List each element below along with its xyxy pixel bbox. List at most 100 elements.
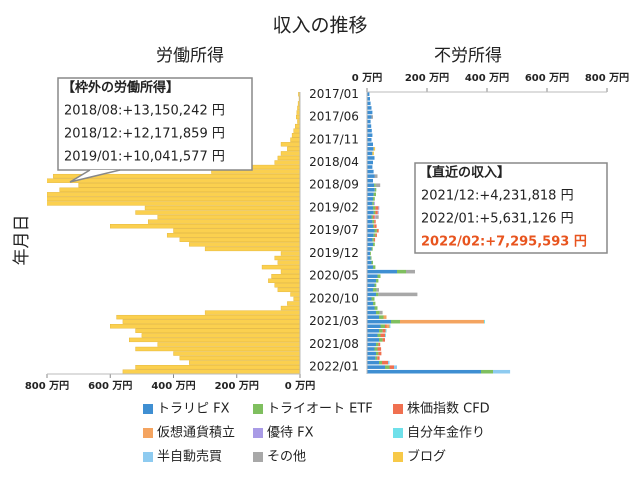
income-bar bbox=[377, 210, 379, 215]
income-bar bbox=[375, 215, 379, 219]
y-tick-label: 2017/06 bbox=[309, 110, 359, 124]
legend-label: 株価指数 CFD bbox=[407, 402, 490, 417]
labor-bar bbox=[287, 301, 300, 306]
income-bar bbox=[367, 169, 374, 174]
legend-label: ブログ bbox=[407, 449, 446, 465]
income-bar bbox=[367, 278, 376, 283]
income-bar bbox=[376, 278, 379, 283]
legend-label: 仮想通貨積立 bbox=[157, 425, 235, 441]
income-bar bbox=[367, 219, 373, 224]
income-bar bbox=[367, 224, 373, 228]
income-bar bbox=[391, 319, 400, 324]
labor-bar bbox=[157, 214, 300, 220]
income-bar bbox=[367, 351, 376, 356]
income-bar bbox=[372, 238, 374, 242]
y-tick-label: 2021/08 bbox=[309, 337, 359, 351]
labor-bar bbox=[116, 314, 300, 320]
income-bar bbox=[375, 206, 379, 210]
annotation-title: 【枠外の労働所得】 bbox=[62, 80, 179, 96]
labor-bar bbox=[122, 319, 300, 324]
labor-bar bbox=[277, 260, 300, 265]
income-bar bbox=[367, 160, 373, 165]
income-bar bbox=[367, 137, 372, 142]
income-bar bbox=[367, 188, 375, 192]
y-tick-label: 2020/10 bbox=[309, 291, 359, 305]
labor-bar bbox=[59, 187, 300, 192]
income-bar bbox=[374, 188, 377, 192]
income-bar bbox=[484, 319, 485, 324]
labor-bar bbox=[173, 228, 300, 233]
income-bar bbox=[373, 210, 376, 215]
income-bar bbox=[371, 115, 373, 119]
annotation-line: 2018/08:+13,150,242 円 bbox=[64, 104, 225, 119]
income-bar bbox=[374, 183, 376, 188]
legend-swatch bbox=[393, 428, 403, 438]
income-bar bbox=[376, 228, 379, 233]
labor-bar bbox=[280, 142, 300, 147]
y-tick-label: 2017/01 bbox=[309, 87, 359, 101]
income-bar bbox=[376, 351, 379, 356]
income-bar bbox=[377, 356, 380, 360]
labor-bar bbox=[135, 346, 300, 352]
income-bar bbox=[376, 288, 379, 292]
income-bar bbox=[373, 301, 376, 306]
chart-title: 収入の推移 bbox=[272, 15, 367, 37]
income-bar bbox=[380, 333, 385, 338]
income-bar bbox=[367, 97, 370, 101]
labor-bar bbox=[157, 342, 300, 347]
income-bar bbox=[379, 310, 383, 315]
income-bar bbox=[372, 219, 375, 224]
x-tick-label: 200 万円 bbox=[215, 380, 259, 392]
legend-label: 半自動売買 bbox=[157, 449, 222, 465]
income-bar bbox=[367, 329, 379, 333]
left-title: 労働所得 bbox=[156, 46, 224, 66]
labor-bar bbox=[261, 264, 300, 270]
legend-swatch bbox=[393, 404, 403, 414]
income-bar bbox=[367, 92, 370, 97]
y-tick-label: 2019/12 bbox=[309, 246, 359, 260]
labor-bar bbox=[287, 146, 300, 152]
income-bar bbox=[377, 333, 381, 338]
income-bar bbox=[367, 115, 372, 119]
income-bar bbox=[371, 297, 375, 301]
income-bar bbox=[385, 333, 386, 338]
labor-bar bbox=[293, 296, 300, 302]
annotation-title: 【直近の収入】 bbox=[419, 165, 510, 181]
income-bar bbox=[367, 119, 371, 124]
labor-bar bbox=[290, 137, 300, 142]
income-bar bbox=[367, 156, 375, 160]
income-bar bbox=[377, 274, 381, 278]
y-tick-label: 2018/04 bbox=[309, 155, 359, 169]
labor-bar bbox=[135, 210, 300, 215]
income-bar bbox=[385, 324, 387, 329]
income-bar bbox=[367, 201, 373, 206]
income-bar bbox=[379, 360, 382, 365]
labor-bar bbox=[135, 365, 300, 370]
income-bar bbox=[367, 106, 372, 110]
right-title: 不労所得 bbox=[434, 46, 502, 66]
income-bar bbox=[370, 251, 371, 256]
income-bar bbox=[367, 251, 370, 256]
labor-bar bbox=[141, 333, 300, 338]
income-bar bbox=[367, 110, 373, 115]
income-bar bbox=[367, 233, 374, 238]
annotation-line: 2022/01:+5,631,126 円 bbox=[421, 212, 574, 227]
income-bar bbox=[397, 269, 406, 274]
income-bar bbox=[367, 260, 372, 265]
labor-bar bbox=[268, 278, 300, 283]
labor-bar bbox=[277, 287, 300, 293]
income-bar bbox=[372, 151, 374, 156]
labor-bar bbox=[110, 324, 300, 329]
income-bar bbox=[383, 315, 387, 319]
income-bar bbox=[374, 228, 377, 233]
labor-bar bbox=[122, 369, 300, 374]
legend-label: その他 bbox=[267, 450, 306, 465]
labor-bar bbox=[280, 269, 300, 274]
labor-bar bbox=[110, 224, 300, 229]
income-bar bbox=[367, 151, 373, 156]
legend-swatch bbox=[253, 452, 263, 462]
labor-bar bbox=[144, 205, 300, 211]
labor-bar bbox=[179, 237, 300, 242]
labor-bar bbox=[204, 310, 300, 315]
